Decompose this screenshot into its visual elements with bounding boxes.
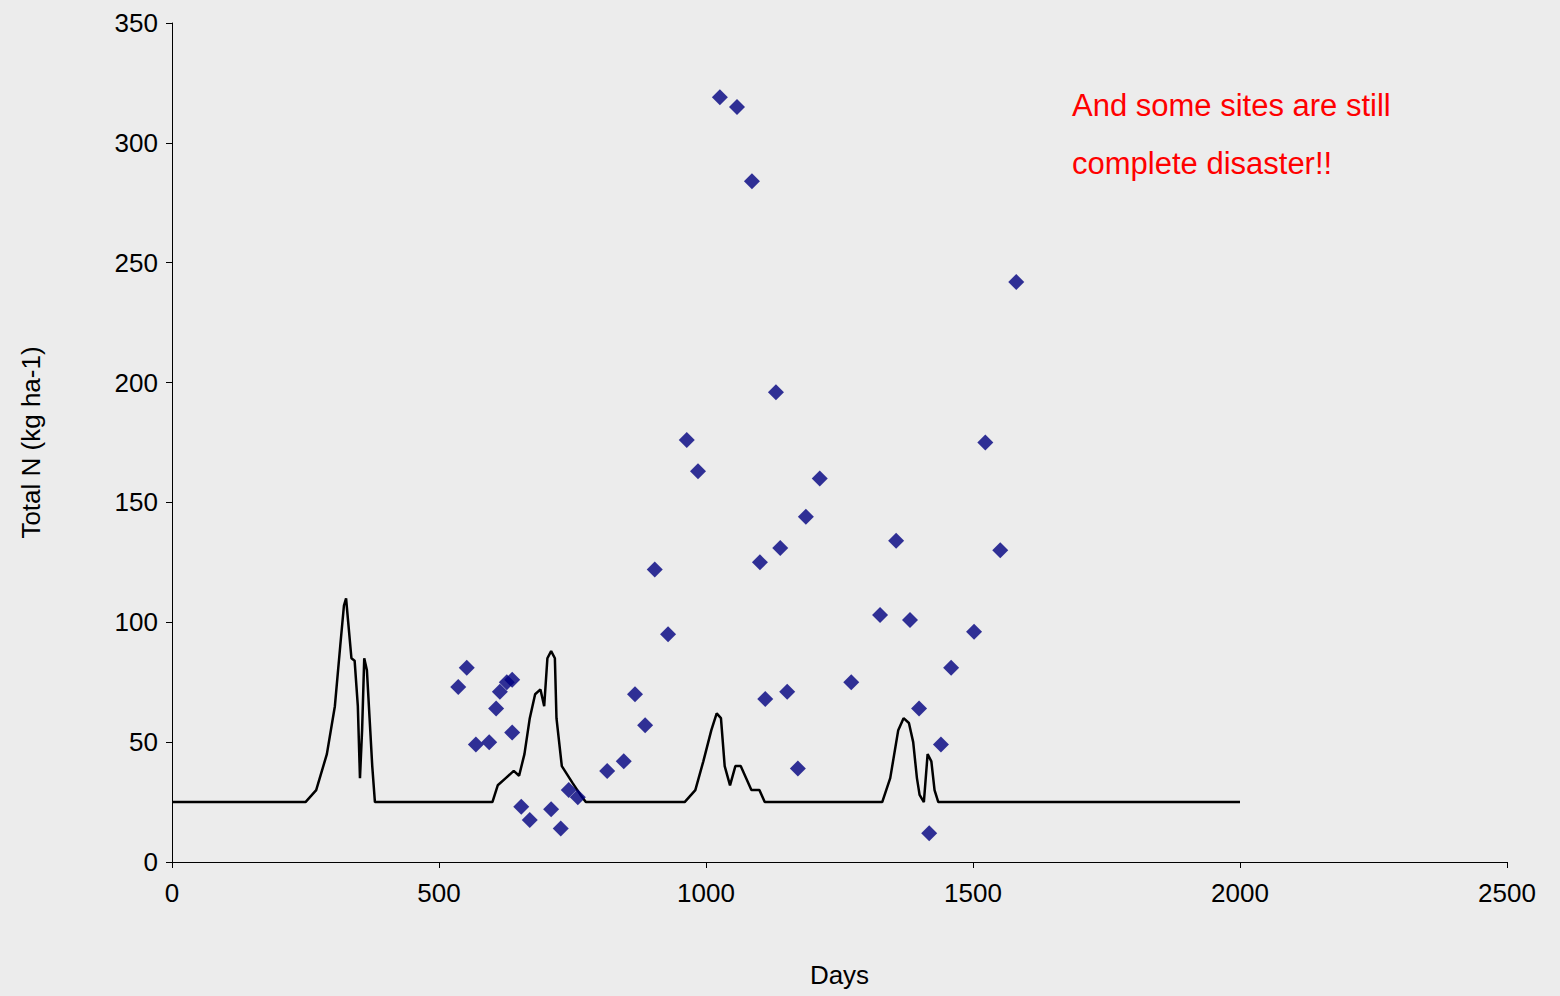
- svg-text:Total N (kg ha-1): Total N (kg ha-1): [16, 346, 46, 538]
- svg-text:350: 350: [115, 8, 158, 38]
- svg-text:2500: 2500: [1478, 878, 1536, 908]
- svg-text:150: 150: [115, 487, 158, 517]
- svg-text:Days: Days: [810, 960, 869, 990]
- svg-text:100: 100: [115, 607, 158, 637]
- svg-text:complete disaster!!: complete disaster!!: [1072, 146, 1332, 181]
- svg-text:2000: 2000: [1211, 878, 1269, 908]
- svg-text:0: 0: [144, 847, 158, 877]
- svg-text:200: 200: [115, 368, 158, 398]
- svg-text:50: 50: [129, 727, 158, 757]
- svg-text:300: 300: [115, 128, 158, 158]
- svg-text:250: 250: [115, 248, 158, 278]
- svg-text:1000: 1000: [677, 878, 735, 908]
- svg-text:500: 500: [417, 878, 460, 908]
- svg-text:1500: 1500: [944, 878, 1002, 908]
- svg-text:0: 0: [165, 878, 179, 908]
- svg-text:And some sites are still: And some sites are still: [1072, 88, 1391, 123]
